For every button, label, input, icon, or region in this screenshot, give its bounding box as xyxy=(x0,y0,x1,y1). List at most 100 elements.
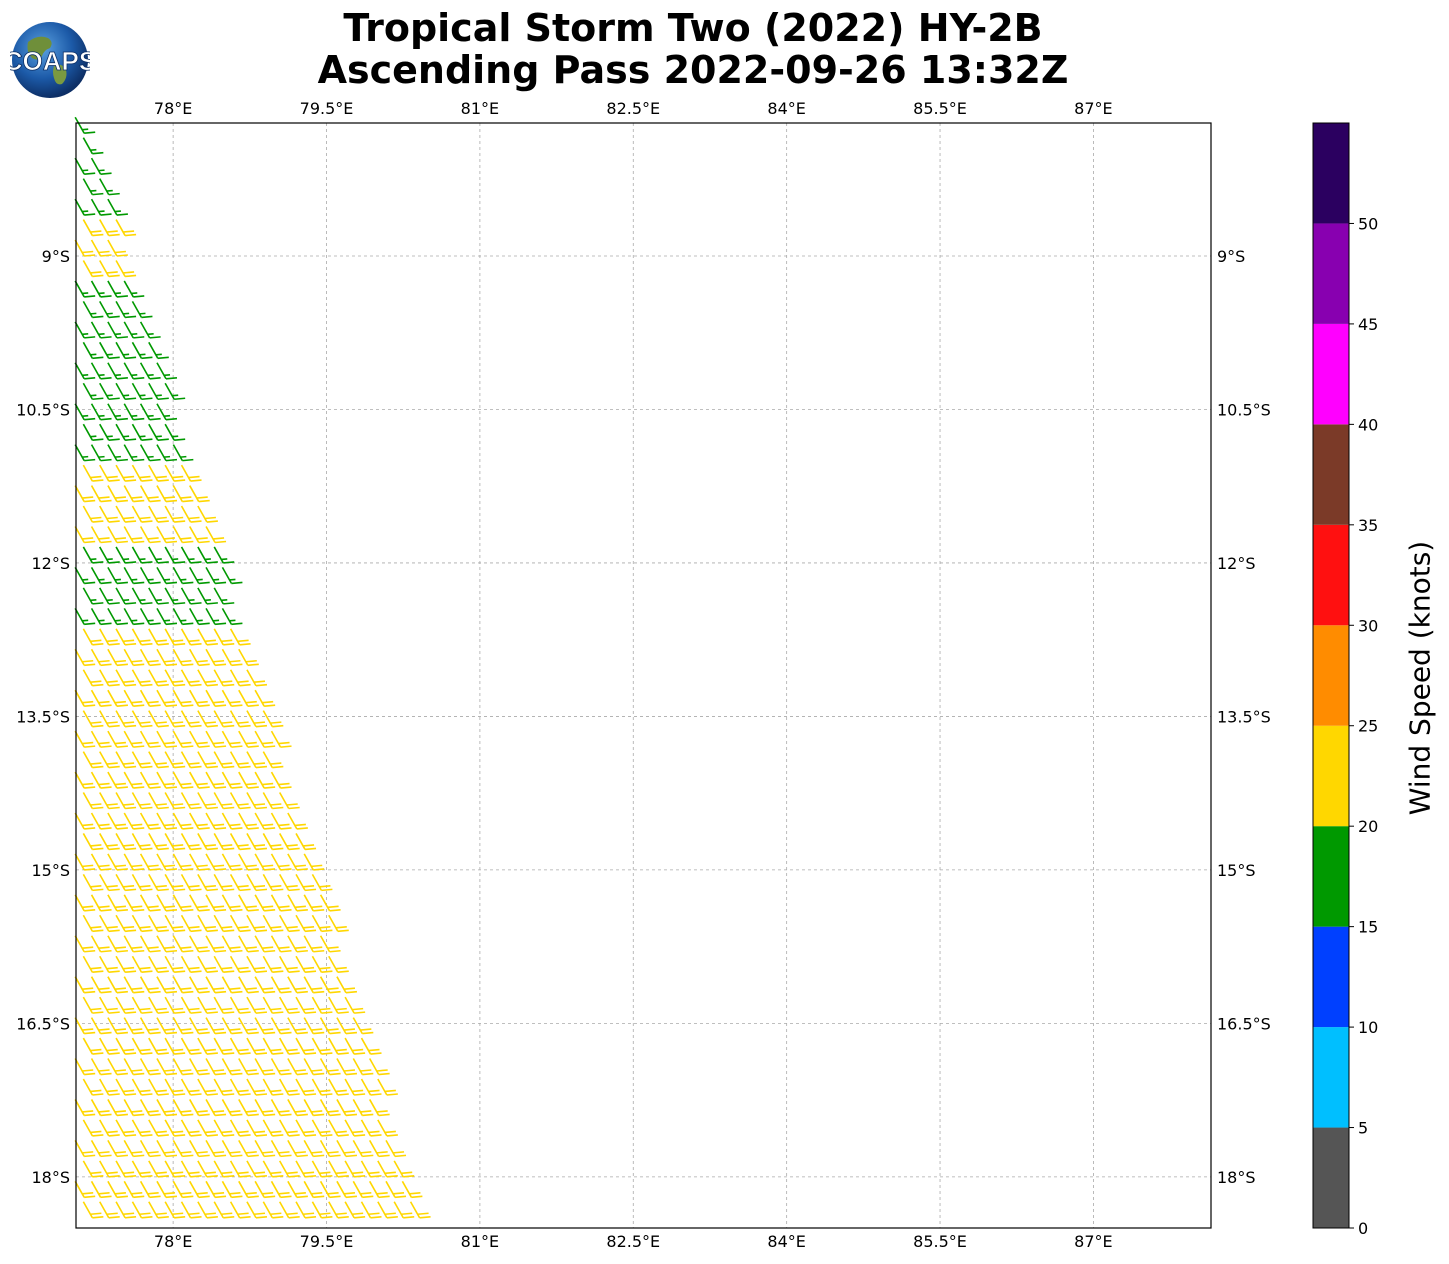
barb-flag xyxy=(270,1048,282,1052)
barb-flag xyxy=(327,1110,339,1113)
barb-flag xyxy=(221,803,233,806)
wind-barb xyxy=(131,669,153,687)
barb-flag xyxy=(100,663,112,667)
barb-flag xyxy=(223,929,235,933)
barb-shaft xyxy=(74,198,85,216)
barb-flag xyxy=(206,1011,218,1014)
barb-half-flag xyxy=(155,435,162,438)
barb-flag xyxy=(237,1048,249,1052)
lat-tick-label-left: 10.5°S xyxy=(16,400,70,419)
barb-flag xyxy=(360,1191,372,1195)
barb-flag xyxy=(116,295,128,298)
wind-barb xyxy=(148,1078,169,1096)
barb-shaft xyxy=(254,894,265,912)
barb-shaft xyxy=(164,546,175,564)
wind-barb xyxy=(74,1180,96,1199)
barb-flag xyxy=(343,1069,356,1072)
wind-barb xyxy=(115,341,137,360)
barb-flag xyxy=(108,520,120,523)
barb-shaft xyxy=(360,1037,372,1055)
wind-barb xyxy=(74,485,96,503)
barb-flag xyxy=(264,1072,276,1076)
barb-flag xyxy=(172,844,184,847)
barb-flag xyxy=(206,847,218,851)
barb-flag xyxy=(106,1089,118,1093)
barb-flag xyxy=(253,966,266,970)
barb-flag xyxy=(270,1212,282,1216)
wind-barb xyxy=(82,546,104,564)
barb-flag xyxy=(116,663,128,667)
wind-barb xyxy=(123,976,145,994)
barb-shaft xyxy=(90,1017,102,1034)
barb-flag xyxy=(247,949,259,953)
barb-shaft xyxy=(148,423,159,441)
barb-flag xyxy=(139,925,151,929)
barb-flag xyxy=(100,213,112,216)
barb-half-flag xyxy=(106,394,113,397)
wind-barb xyxy=(270,730,292,748)
barb-flag xyxy=(206,765,218,769)
barb-flag xyxy=(116,458,128,462)
barb-flag xyxy=(84,295,96,298)
barb-shaft xyxy=(115,464,126,482)
barb-shaft xyxy=(213,751,224,768)
wind-barb xyxy=(213,587,235,605)
barb-shaft xyxy=(287,1058,298,1075)
barb-half-flag xyxy=(147,578,154,581)
barb-flag xyxy=(188,844,200,847)
wind-barb xyxy=(278,792,300,810)
barb-shaft xyxy=(278,873,290,891)
barb-shaft xyxy=(148,1078,159,1096)
barb-half-flag xyxy=(147,619,154,622)
barb-flag xyxy=(239,724,251,728)
barb-flag xyxy=(335,1089,347,1093)
barb-flag xyxy=(245,659,257,663)
barb-flag xyxy=(139,721,151,724)
barb-flag xyxy=(376,1069,388,1072)
barb-shaft xyxy=(148,914,159,932)
barb-flag xyxy=(190,765,202,769)
barb-flag xyxy=(155,475,167,479)
barb-flag xyxy=(264,1195,276,1199)
wind-barb xyxy=(107,1180,128,1199)
wind-barb xyxy=(115,219,137,237)
wind-barb xyxy=(270,1058,292,1076)
barb-flag xyxy=(327,1151,339,1154)
barb-flag xyxy=(155,1007,167,1011)
wind-barb xyxy=(107,321,128,339)
barb-half-flag xyxy=(114,578,121,581)
barb-flag xyxy=(84,540,96,544)
barb-flag xyxy=(321,1134,333,1137)
barb-flag xyxy=(82,1028,94,1031)
barb-flag xyxy=(149,868,161,871)
barb-shaft xyxy=(344,996,355,1014)
barb-flag xyxy=(221,966,233,970)
barb-flag xyxy=(92,151,104,155)
barb-shaft xyxy=(148,382,159,400)
barb-flag xyxy=(157,888,169,892)
barb-flag xyxy=(84,376,96,380)
barb-shaft xyxy=(295,1160,306,1178)
wind-barb xyxy=(156,403,178,421)
barb-shaft xyxy=(148,1037,159,1055)
wind-barb xyxy=(221,894,243,912)
barb-shaft xyxy=(172,1017,184,1034)
barb-shaft xyxy=(107,689,118,707)
barb-shaft xyxy=(131,628,143,646)
barb-flag xyxy=(343,1151,356,1154)
barb-flag xyxy=(98,741,110,745)
wind-barb xyxy=(377,1119,398,1137)
barb-flag xyxy=(125,1093,137,1096)
barb-shaft xyxy=(115,996,126,1014)
barb-flag xyxy=(190,1134,202,1137)
wind-barb xyxy=(74,116,96,135)
wind-barb xyxy=(74,1139,96,1158)
barb-shaft xyxy=(303,1180,314,1198)
barb-flag xyxy=(149,1031,161,1035)
wind-barb xyxy=(197,955,218,974)
wind-barb xyxy=(238,812,259,830)
barb-shaft xyxy=(287,1017,298,1034)
barb-flag xyxy=(335,1007,347,1011)
barb-shaft xyxy=(246,833,257,850)
barb-flag xyxy=(108,929,120,933)
